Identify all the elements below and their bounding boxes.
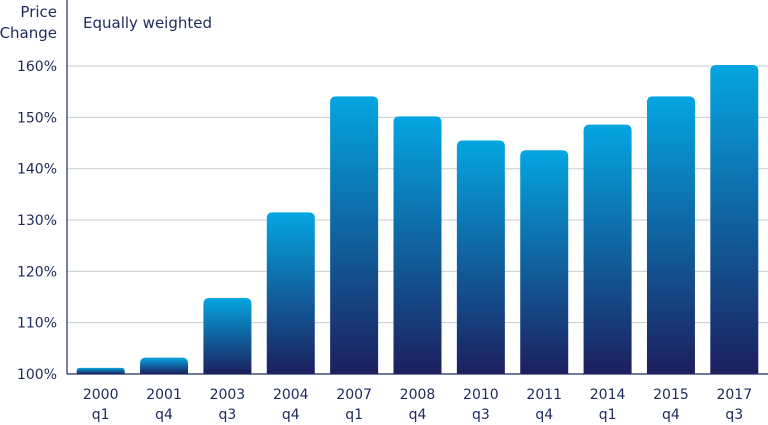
x-tick-label-quarter: q4 (282, 407, 300, 423)
bar (330, 96, 379, 374)
x-tick-label-year: 2014 (590, 387, 626, 403)
bar (140, 357, 189, 374)
bar (76, 367, 125, 374)
bar (646, 96, 695, 374)
y-axis-title-line-1: Price (20, 3, 57, 21)
x-tick-label-quarter: q4 (662, 407, 680, 423)
y-tick-label: 150% (17, 110, 57, 126)
y-tick-label: 110% (17, 316, 57, 332)
bar (583, 124, 632, 374)
x-tick-labels: 2000 q1 2001 q4 2003 q3 2004 q4 2007 q1 2008 q4 2010… (83, 387, 752, 423)
x-tick-label-quarter: q3 (472, 407, 490, 423)
x-tick-label-quarter: q3 (219, 407, 237, 423)
y-tick-label: 100% (17, 367, 57, 383)
chart-subtitle: Equally weighted (83, 14, 212, 32)
x-tick-label-year: 2017 (716, 387, 752, 403)
bars (76, 65, 759, 375)
x-tick-label-year: 2004 (273, 387, 309, 403)
x-tick-label-quarter: q1 (599, 407, 617, 423)
x-tick-label-year: 2003 (210, 387, 246, 403)
bar (520, 150, 569, 374)
y-tick-label: 120% (17, 264, 57, 280)
bar (456, 140, 505, 374)
x-tick-label-quarter: q4 (535, 407, 553, 423)
x-tick-label-year: 2008 (400, 387, 436, 403)
x-tick-label-year: 2011 (526, 387, 562, 403)
x-tick-label-year: 2015 (653, 387, 689, 403)
bar (393, 116, 442, 374)
y-tick-label: 140% (17, 162, 57, 178)
x-tick-label-year: 2007 (336, 387, 372, 403)
x-tick-label-quarter: q3 (725, 407, 743, 423)
bar (203, 298, 252, 374)
x-tick-label-quarter: q1 (345, 407, 363, 423)
x-tick-label-quarter: q1 (92, 407, 110, 423)
y-tick-labels: 100% 110% 120% 130% 140% 150% 160% (17, 59, 57, 383)
x-tick-label-quarter: q4 (155, 407, 173, 423)
x-tick-label-year: 2000 (83, 387, 119, 403)
y-axis-title-line-2: Change (0, 24, 57, 42)
x-tick-label-year: 2010 (463, 387, 499, 403)
bar (710, 65, 759, 375)
x-tick-label-year: 2001 (146, 387, 182, 403)
y-tick-label: 130% (17, 213, 57, 229)
y-tick-label: 160% (17, 59, 57, 75)
bar (266, 212, 315, 374)
x-tick-label-quarter: q4 (409, 407, 427, 423)
